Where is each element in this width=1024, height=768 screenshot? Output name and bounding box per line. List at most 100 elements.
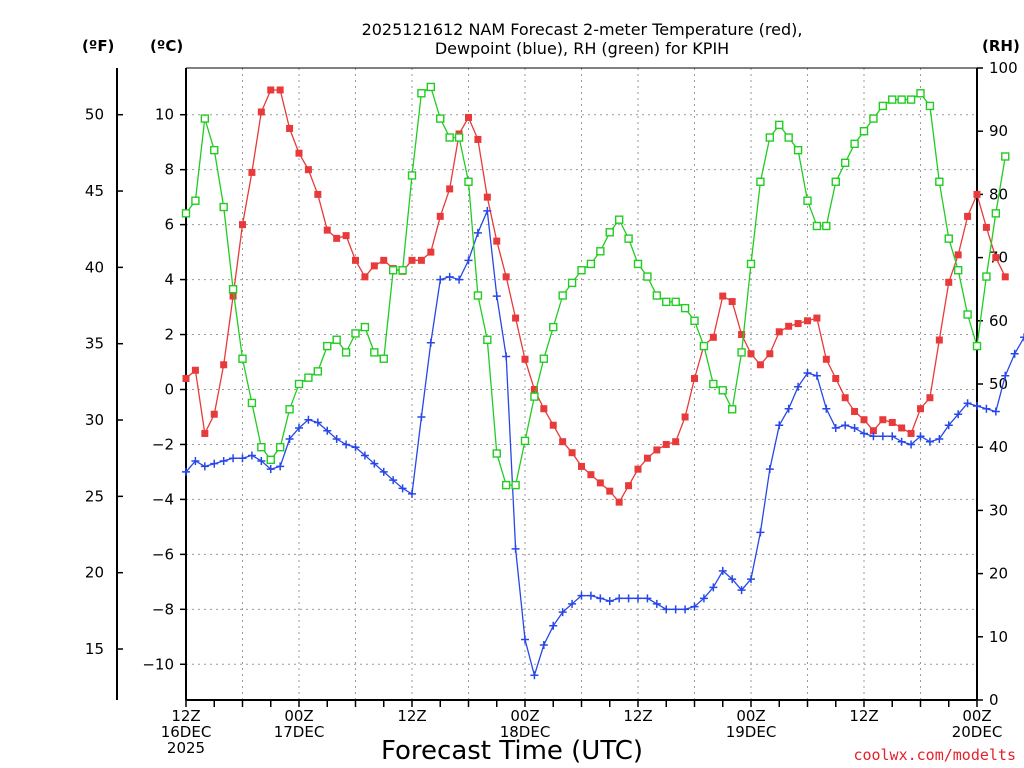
data-point (266, 455, 275, 465)
data-point (662, 297, 671, 307)
data-point (1020, 333, 1024, 342)
time-tick-label: 00Z (736, 707, 765, 725)
time-tick-label: 16DEC (161, 723, 212, 741)
time-tick-label: 19DEC (726, 723, 777, 741)
fahrenheit-tick-label: 20 (85, 564, 104, 582)
data-point (540, 405, 548, 413)
data-point (360, 322, 370, 332)
data-point (511, 544, 520, 553)
data-point (436, 212, 444, 220)
data-point (634, 594, 642, 603)
data-point (313, 367, 323, 376)
data-point (267, 86, 275, 94)
series-2-meter-temperature (182, 86, 1009, 506)
data-point (549, 322, 558, 332)
data-point (945, 278, 953, 286)
data-point (295, 423, 303, 432)
data-point (784, 404, 793, 413)
data-point (916, 89, 925, 98)
credit-link[interactable]: coolwx.com/modelts (853, 746, 1016, 764)
data-point (738, 331, 746, 339)
data-point (295, 149, 303, 157)
data-point (558, 291, 567, 300)
data-point (191, 366, 199, 374)
data-point (578, 462, 585, 470)
data-point (747, 575, 755, 584)
data-point (492, 292, 501, 301)
time-tick-label: 2025 (167, 739, 205, 757)
data-point (869, 432, 878, 441)
data-point (370, 262, 378, 270)
fahrenheit-tick-label: 15 (85, 640, 104, 658)
data-point (888, 418, 896, 426)
data-point (605, 597, 614, 606)
data-point (982, 272, 991, 281)
fahrenheit-tick-label: 25 (85, 487, 104, 505)
data-point (257, 443, 266, 452)
data-point (474, 135, 482, 143)
data-point (219, 456, 228, 465)
data-point (323, 341, 332, 351)
celsius-tick-label: −10 (142, 655, 174, 673)
data-point (775, 120, 784, 130)
data-point (285, 405, 294, 414)
data-point (672, 438, 680, 446)
data-point (446, 185, 454, 193)
fahrenheit-tick-label: 50 (85, 106, 104, 124)
data-point (304, 415, 313, 424)
data-point (680, 303, 690, 313)
data-point (935, 434, 944, 443)
data-point (436, 114, 445, 123)
data-point (804, 317, 811, 325)
data-point (935, 336, 943, 344)
data-point (652, 599, 661, 608)
data-point (454, 133, 464, 142)
data-point (832, 375, 840, 383)
data-point (1001, 152, 1010, 161)
data-point (840, 158, 850, 168)
data-point (587, 471, 595, 479)
data-point (822, 221, 831, 231)
data-point (916, 432, 925, 441)
data-point (210, 145, 219, 155)
data-point (389, 476, 398, 485)
data-point (973, 190, 981, 198)
data-point (634, 465, 642, 473)
data-point (624, 594, 633, 603)
data-point (925, 101, 935, 111)
time-tick-label: 12Z (397, 707, 426, 725)
data-point (493, 237, 501, 245)
data-series (181, 82, 1024, 680)
data-point (483, 193, 491, 201)
data-point (935, 177, 944, 186)
data-point (426, 82, 436, 92)
data-point (407, 171, 417, 180)
data-point (398, 484, 407, 493)
data-point (323, 226, 331, 234)
time-tick-label: 18DEC (500, 723, 551, 741)
rh-axis-ticks: 0102030405060708090100 (977, 59, 1018, 709)
data-point (248, 168, 256, 176)
data-point (850, 423, 859, 432)
data-point (275, 443, 285, 452)
data-point (888, 432, 897, 441)
data-point (643, 454, 651, 462)
fahrenheit-tick-label: 45 (85, 182, 104, 200)
data-point (342, 440, 351, 449)
data-point (530, 671, 539, 680)
celsius-tick-label: 10 (155, 106, 174, 124)
data-point (860, 429, 868, 438)
data-point (737, 348, 746, 357)
data-point (333, 234, 341, 242)
data-point (765, 133, 775, 142)
data-point (229, 454, 238, 463)
fahrenheit-tick-label: 35 (85, 335, 104, 353)
fahrenheit-unit-label: (ºF) (82, 37, 114, 55)
celsius-tick-label: 2 (164, 326, 174, 344)
data-point (483, 206, 492, 215)
data-point (907, 440, 916, 449)
data-point (370, 348, 379, 357)
data-point (963, 399, 972, 408)
data-point (304, 373, 313, 382)
data-point (238, 354, 247, 363)
